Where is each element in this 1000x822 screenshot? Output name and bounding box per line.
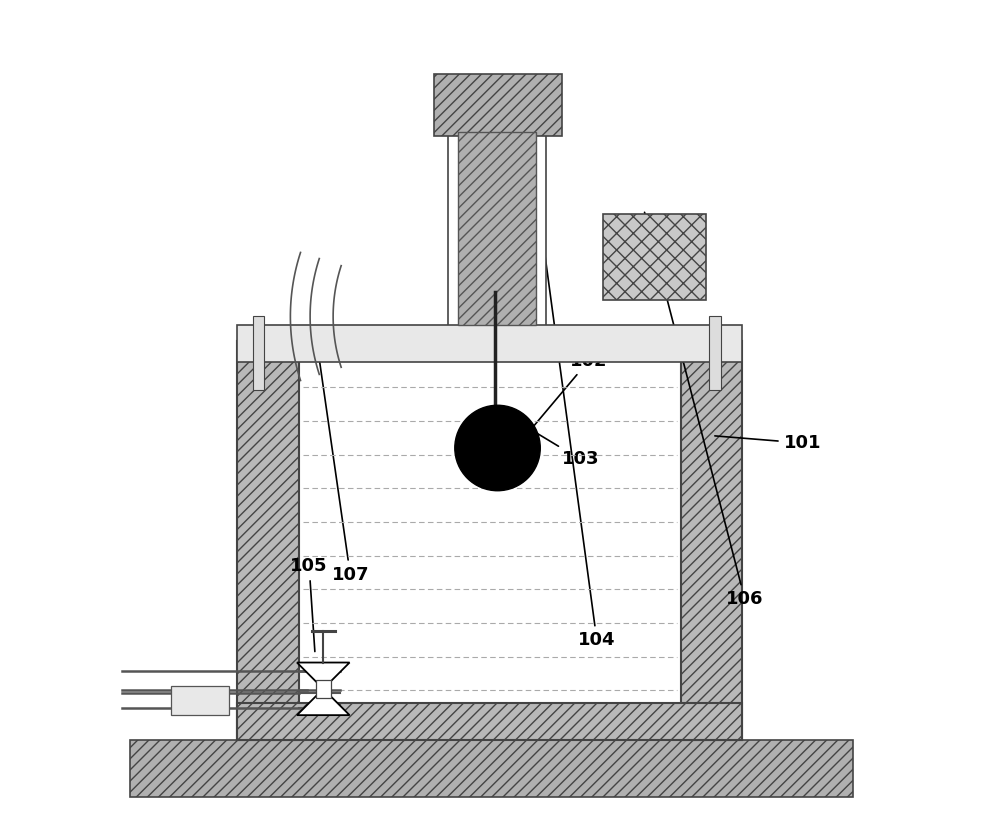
Bar: [299, 341, 681, 703]
Bar: [237, 703, 742, 740]
Bar: [130, 740, 853, 797]
Bar: [709, 316, 721, 390]
Bar: [316, 680, 331, 698]
Bar: [237, 341, 299, 740]
Bar: [603, 214, 706, 300]
Text: 101: 101: [715, 434, 821, 452]
Text: 103: 103: [502, 413, 599, 469]
Bar: [171, 686, 229, 715]
Text: 105: 105: [290, 557, 328, 652]
Bar: [434, 74, 562, 136]
Text: 106: 106: [645, 212, 764, 608]
Text: 107: 107: [317, 344, 369, 584]
Bar: [681, 341, 742, 740]
Bar: [253, 316, 264, 390]
Bar: [237, 325, 742, 362]
Bar: [458, 132, 536, 325]
Polygon shape: [297, 663, 350, 689]
Circle shape: [455, 405, 540, 491]
Text: 102: 102: [524, 352, 607, 437]
Bar: [448, 132, 546, 329]
Polygon shape: [297, 689, 350, 715]
Text: 104: 104: [545, 253, 616, 649]
